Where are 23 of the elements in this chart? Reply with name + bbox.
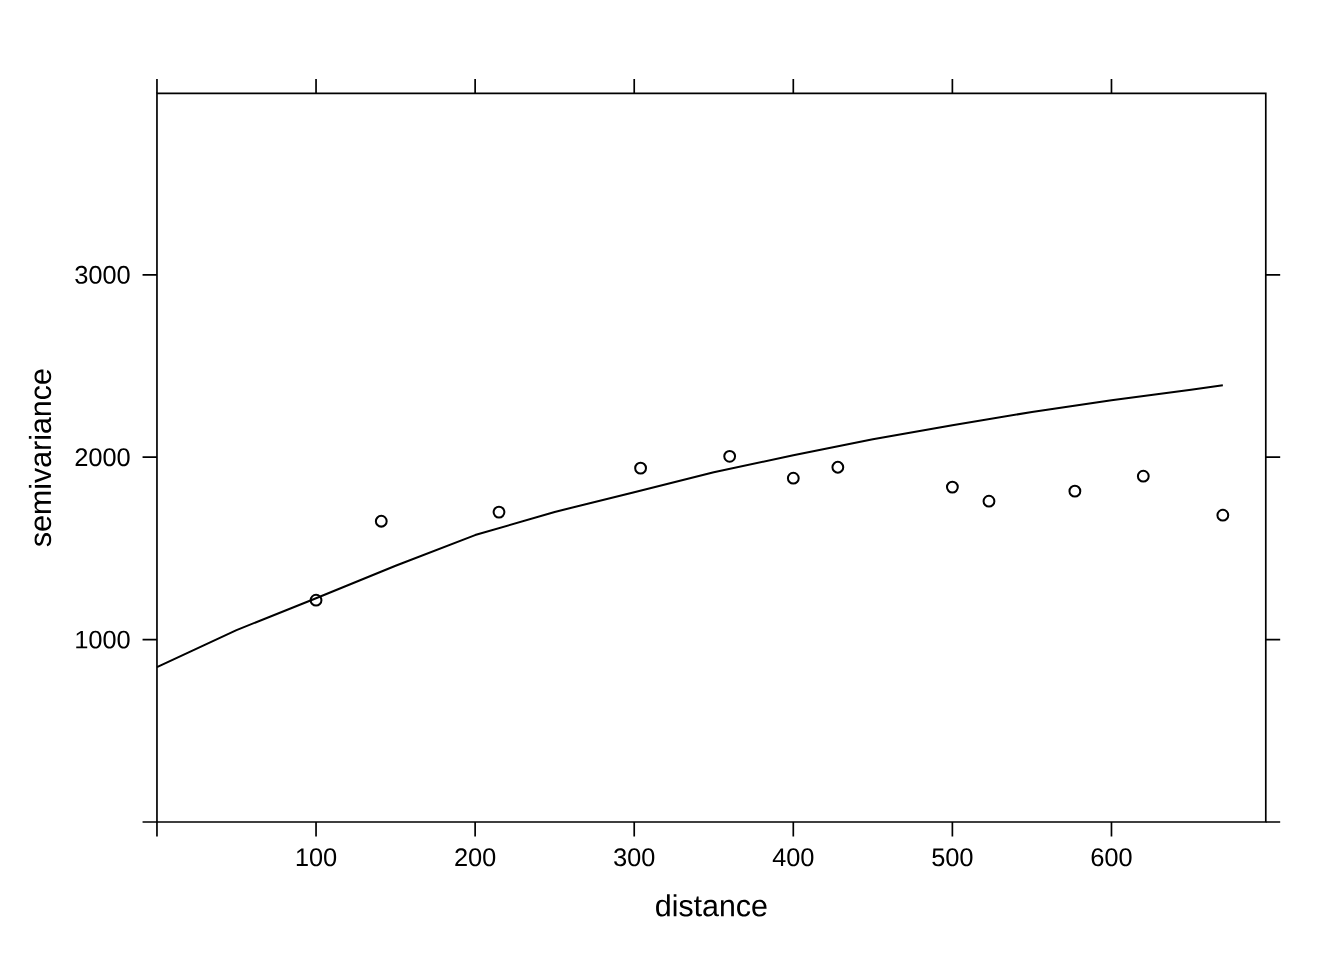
point [786, 471, 800, 485]
y-tick-label: 3000 [75, 265, 130, 284]
x-tick-label: 600 [1091, 848, 1132, 867]
point [1216, 508, 1230, 522]
point [492, 505, 506, 519]
point [634, 461, 647, 475]
point [831, 460, 845, 474]
y-tick-label: 2000 [75, 448, 130, 467]
x-tick-label: 300 [614, 848, 655, 867]
x-tick-label: 200 [455, 848, 496, 867]
point [945, 480, 959, 494]
point [982, 494, 996, 508]
point [723, 449, 737, 463]
point [1136, 469, 1150, 483]
x-tick-label: 100 [296, 848, 337, 867]
x-tick-label: 400 [772, 848, 814, 867]
x-axis-title: distance [656, 894, 767, 917]
y-tick-label: 1000 [76, 630, 130, 649]
x-tick-label: 500 [932, 848, 973, 867]
point [309, 593, 323, 607]
point [1068, 484, 1082, 498]
y-axis-title: semivariance [28, 369, 52, 547]
point [374, 514, 388, 528]
